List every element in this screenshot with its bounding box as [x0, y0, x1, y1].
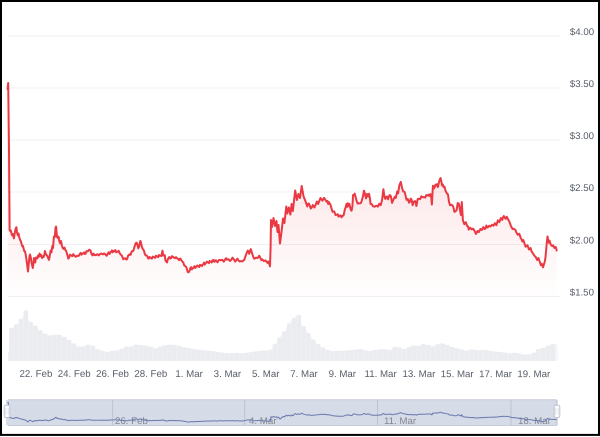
svg-text:22. Feb: 22. Feb — [19, 369, 52, 380]
svg-text:$3.50: $3.50 — [570, 79, 595, 90]
svg-text:$3.00: $3.00 — [570, 131, 595, 142]
svg-text:11. Mar: 11. Mar — [365, 369, 398, 380]
svg-text:26. Feb: 26. Feb — [96, 369, 129, 380]
svg-text:$4.00: $4.00 — [570, 27, 595, 38]
svg-text:11. Mar: 11. Mar — [384, 416, 417, 427]
svg-text:24. Feb: 24. Feb — [58, 369, 91, 380]
svg-text:4. Mar: 4. Mar — [249, 416, 277, 427]
svg-text:3. Mar: 3. Mar — [214, 369, 242, 380]
svg-text:9. Mar: 9. Mar — [329, 369, 357, 380]
svg-text:5. Mar: 5. Mar — [252, 369, 280, 380]
svg-text:$1.50: $1.50 — [570, 287, 595, 298]
svg-text:18. Mar: 18. Mar — [518, 416, 552, 427]
svg-text:26. Feb: 26. Feb — [115, 416, 148, 427]
svg-text:28. Feb: 28. Feb — [134, 369, 167, 380]
svg-text:13. Mar: 13. Mar — [402, 369, 436, 380]
svg-text:1. Mar: 1. Mar — [175, 369, 203, 380]
svg-text:7. Mar: 7. Mar — [290, 369, 318, 380]
svg-text:$2.00: $2.00 — [570, 235, 595, 246]
svg-text:$2.50: $2.50 — [570, 183, 595, 194]
svg-text:19. Mar: 19. Mar — [517, 369, 551, 380]
svg-text:15. Mar: 15. Mar — [441, 369, 475, 380]
svg-text:17. Mar: 17. Mar — [479, 369, 513, 380]
